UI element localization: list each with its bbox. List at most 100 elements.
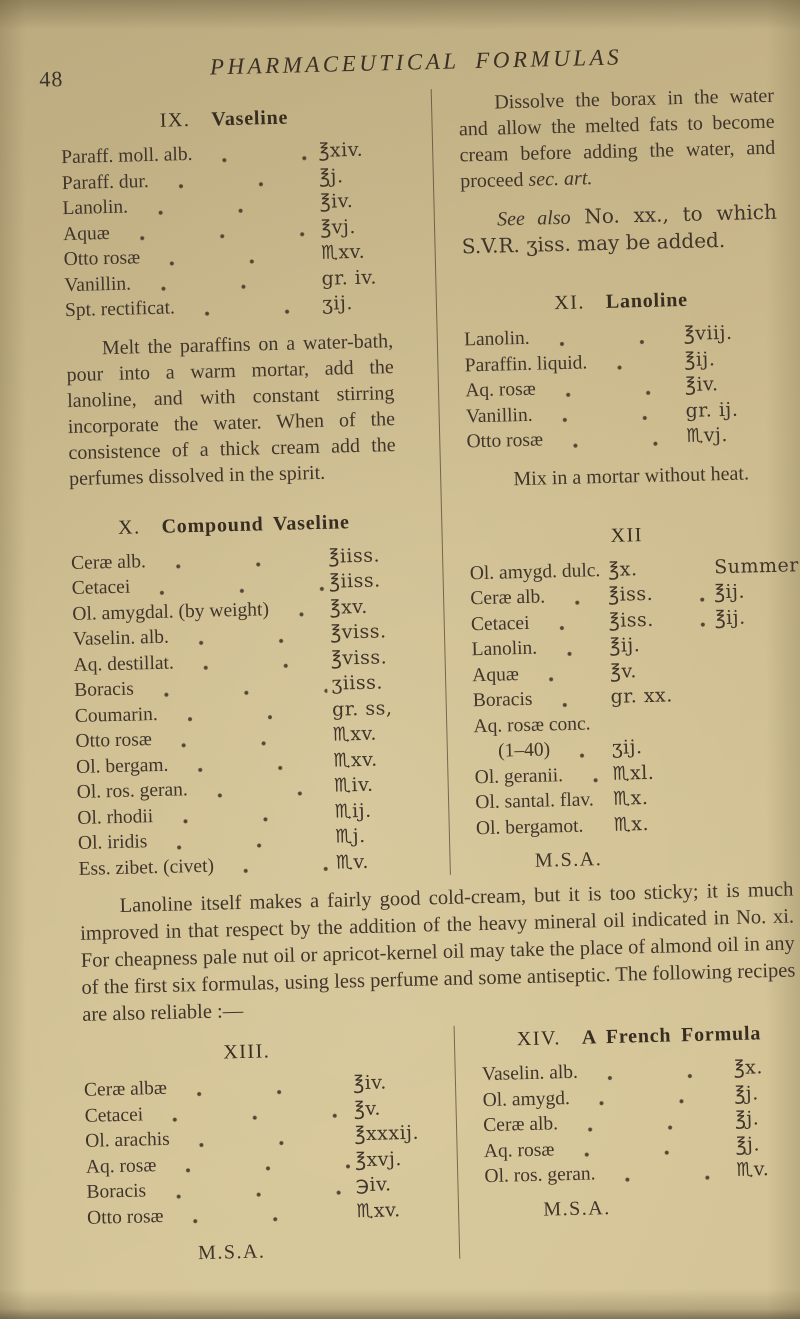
ingredient-name: Otto rosæ	[86, 1205, 164, 1229]
ingredient-quantity: ℥j.	[735, 1132, 761, 1156]
dot-leader	[178, 297, 319, 321]
section-ix-heading: IX. Vaseline	[60, 104, 388, 135]
dot-leader-2	[692, 611, 716, 632]
section-xii-heading: XII	[469, 520, 785, 551]
ingredient-quantity: ♏vj.	[685, 423, 729, 447]
ingredient-quantity: ℥vj.	[320, 215, 357, 239]
dot-leader	[172, 753, 330, 778]
dot-leader-2	[696, 739, 718, 760]
ingredient-name: Cetacei	[470, 612, 530, 635]
ingredient-name: Ol. amygd.	[482, 1087, 571, 1111]
bottom-right-column: XIV. A French Formula Vaselin. alb. ℥x. …	[453, 1017, 800, 1259]
ingredient-quantity: ♏v.	[735, 1158, 770, 1181]
ingredient-name: Cetacei	[71, 576, 131, 600]
ingredient-name: Ess. zibet. (civet)	[78, 855, 215, 880]
dot-leader	[558, 1138, 732, 1163]
section-xiv-signature: M.S.A.	[543, 1196, 611, 1221]
section-xii-number: XII	[610, 523, 644, 547]
dot-leader	[533, 614, 606, 636]
ingredient-name: Lanolin.	[463, 327, 530, 351]
dot-leader-2	[696, 764, 718, 785]
ingredient-quantity: ℥iss.	[607, 582, 654, 606]
dot-leader	[540, 639, 606, 662]
dot-leader	[177, 651, 328, 676]
section-xi-ingredient-list: Lanolin. ℥viij. Paraffin. liquid. ℥ij. A	[464, 320, 783, 455]
ingredient-name: Cetacei	[84, 1103, 144, 1127]
ingredient-name: Spt. rectificat.	[64, 297, 176, 322]
ingredient-name: Boracis	[86, 1180, 147, 1203]
ingredient-quantity: ℥j.	[734, 1081, 759, 1105]
ingredient-quantity: ℥j.	[734, 1107, 760, 1130]
ingredient-quantity: ♏x.	[612, 786, 649, 810]
ingredient-quantity: ℥xxxij.	[354, 1121, 420, 1146]
ingredient-name: Ol. iridis	[77, 831, 148, 854]
dot-leader-2	[691, 585, 715, 607]
ingredient-name: Boracis	[74, 678, 135, 701]
dot-leader-2	[692, 560, 714, 581]
ingredient-name: Aq. rosæ	[483, 1138, 555, 1162]
ingredient-quantity: ♏j.	[334, 824, 366, 848]
ingredient-name: Lanolin.	[62, 196, 129, 220]
dot-leader	[272, 600, 326, 623]
ingredient-name: Ceræ alb.	[483, 1113, 559, 1137]
dot-leader	[172, 626, 327, 651]
ingredient-quantity: ♏ij.	[334, 799, 372, 823]
see-also-note: See also No. xx., to which S.V.R. ʒiss. …	[461, 199, 778, 261]
dot-leader	[217, 855, 333, 879]
ingredient-name: Otto rosæ	[466, 429, 544, 453]
ingredient-name: Aq. rosæ	[465, 378, 536, 402]
dot-leader	[157, 804, 331, 829]
ingredient-quantity-summer: Summer	[713, 553, 800, 578]
ingredient-name: Aq. rosæ conc.	[473, 712, 591, 737]
section-xiv-ingredient-list: Vaselin. alb. ℥x. Ol. amygd. ℥j. Ceræ al	[482, 1054, 800, 1189]
ingredient-quantity: ♏xv.	[332, 722, 378, 746]
dot-leader	[561, 1112, 732, 1137]
ingredient-name: Boracis	[472, 688, 533, 712]
dot-leader	[167, 1204, 353, 1229]
ingredient-quantity: ℥iv.	[319, 190, 354, 213]
ingredient-quantity: gr. ij.	[685, 398, 739, 422]
ingredient-name: Ceræ alb.	[70, 550, 147, 574]
ingredient-quantity: ℥ij.	[609, 634, 641, 657]
ingredient-name: Ol. amygdal. (by weight)	[72, 598, 270, 625]
section-x-ingredient-list: Ceræ alb. ℥iiss. Cetacei ℥iiss. Ol. amyg	[71, 543, 406, 882]
section-xiv-number: XIV.	[516, 1027, 562, 1051]
ingredient-name: Ol. geranii.	[474, 764, 564, 788]
section-ix-ingredient-list: Paraff. moll. alb. ℥xiv. Paraff. dur. ℥j…	[61, 137, 393, 323]
dissolve-note-text: Dissolve the borax in the water and allo…	[458, 84, 776, 193]
ingredient-name: Paraff. dur.	[61, 170, 149, 194]
dot-leader	[149, 549, 325, 575]
ingredient-quantity: gr. ss,	[331, 696, 393, 721]
ingredient-name: Ol. rhodii	[77, 805, 154, 829]
dot-leader	[536, 404, 682, 428]
ingredient-quantity-summer: ℥ij.	[714, 606, 746, 629]
ingredient-name: Ol. amygd. dulc.	[469, 559, 601, 584]
dot-leader	[548, 588, 605, 610]
dot-leader	[581, 1061, 731, 1086]
ingredient-name: Ol. santal. flav.	[475, 789, 595, 814]
section-x-number: X.	[117, 515, 141, 539]
section-xiii-signature: M.S.A.	[197, 1240, 266, 1265]
dot-leader-2	[695, 713, 717, 734]
ingredient-quantity: ℥viss.	[330, 645, 388, 670]
dot-leader-2	[693, 637, 715, 658]
section-xi-method: Mix in a mortar without heat.	[513, 461, 750, 490]
ingredient-name: Ol. bergam.	[75, 754, 169, 778]
ingredient-quantity: ℥iiss.	[328, 569, 381, 593]
ingredient-quantity-summer	[720, 833, 792, 835]
dot-leader-2	[694, 662, 716, 683]
dot-leader-2	[697, 790, 719, 811]
ingredient-name: Aquæ	[62, 222, 110, 245]
ingredient-quantity: ♏iv.	[333, 773, 374, 797]
ingredient-quantity: ℥x.	[733, 1056, 764, 1079]
dot-leader	[587, 817, 611, 839]
see-also-italic: See also	[496, 206, 571, 231]
ingredient-quantity: ♏xl.	[612, 761, 655, 785]
section-ix-number: IX.	[159, 108, 191, 132]
page-number: 48	[39, 66, 64, 92]
dot-leader	[152, 169, 316, 194]
section-xiii-heading: XIII.	[83, 1037, 411, 1068]
ingredient-name: Ceræ alb.	[470, 586, 546, 610]
ingredient-quantity: ℥viij.	[683, 321, 733, 345]
